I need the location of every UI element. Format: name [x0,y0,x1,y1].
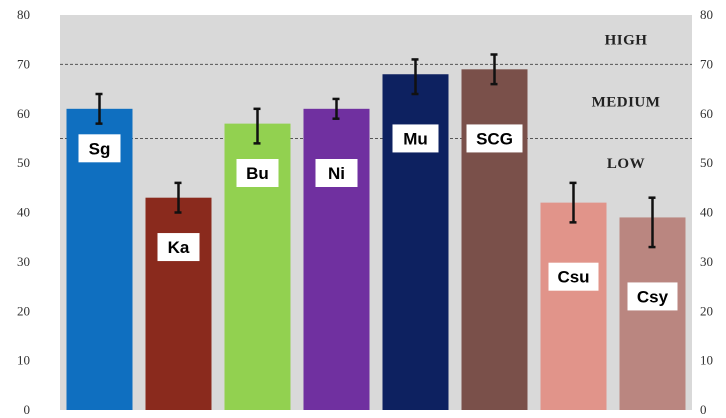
bar-label-box-scg [466,124,523,153]
bar-label-box-bu [236,159,279,187]
bar-label-ni: Ni [328,164,345,183]
bar-label-box-ni [315,159,358,187]
bar-label-csy: Csy [637,287,669,306]
bar-scg [461,69,528,410]
bar-label-box-csy [627,282,678,311]
y-tick-right-80: 80 [700,7,713,22]
band-label-high: HIGH [605,33,648,49]
bar-label-mu: Mu [403,129,428,148]
y-tick-left-30: 30 [17,254,30,269]
bar-label-scg: SCG [476,129,513,148]
y-tick-right-70: 70 [700,56,713,71]
bar-csu [540,202,607,410]
y-tick-left-70: 70 [17,56,30,71]
y-tick-left-60: 60 [17,106,30,121]
y-tick-right-50: 50 [700,155,713,170]
y-tick-left-80: 80 [17,7,30,22]
y-tick-right-60: 60 [700,106,713,121]
bar-label-csu: Csu [557,268,589,287]
bar-label-bu: Bu [246,164,269,183]
bar-label-box-sg [78,134,121,163]
y-tick-right-20: 20 [700,303,713,318]
bar-label-sg: Sg [89,139,111,158]
y-tick-right-10: 10 [700,353,713,368]
y-tick-left-50: 50 [17,155,30,170]
bar-ni [303,108,370,410]
y-tick-left-20: 20 [17,303,30,318]
bar-csy [619,217,686,410]
band-label-low: LOW [607,156,645,172]
bar-label-box-ka [157,233,200,262]
y-tick-left-0: 0 [24,402,31,417]
bar-ka [145,197,212,410]
y-tick-right-40: 40 [700,205,713,220]
band-label-medium: MEDIUM [592,94,661,110]
y-tick-right-30: 30 [700,254,713,269]
y-tick-right-0: 0 [700,402,707,417]
bar-label-ka: Ka [168,238,190,257]
bar-label-box-mu [392,124,439,153]
y-tick-left-40: 40 [17,205,30,220]
y-tick-left-10: 10 [17,353,30,368]
bar-label-box-csu [548,262,599,291]
